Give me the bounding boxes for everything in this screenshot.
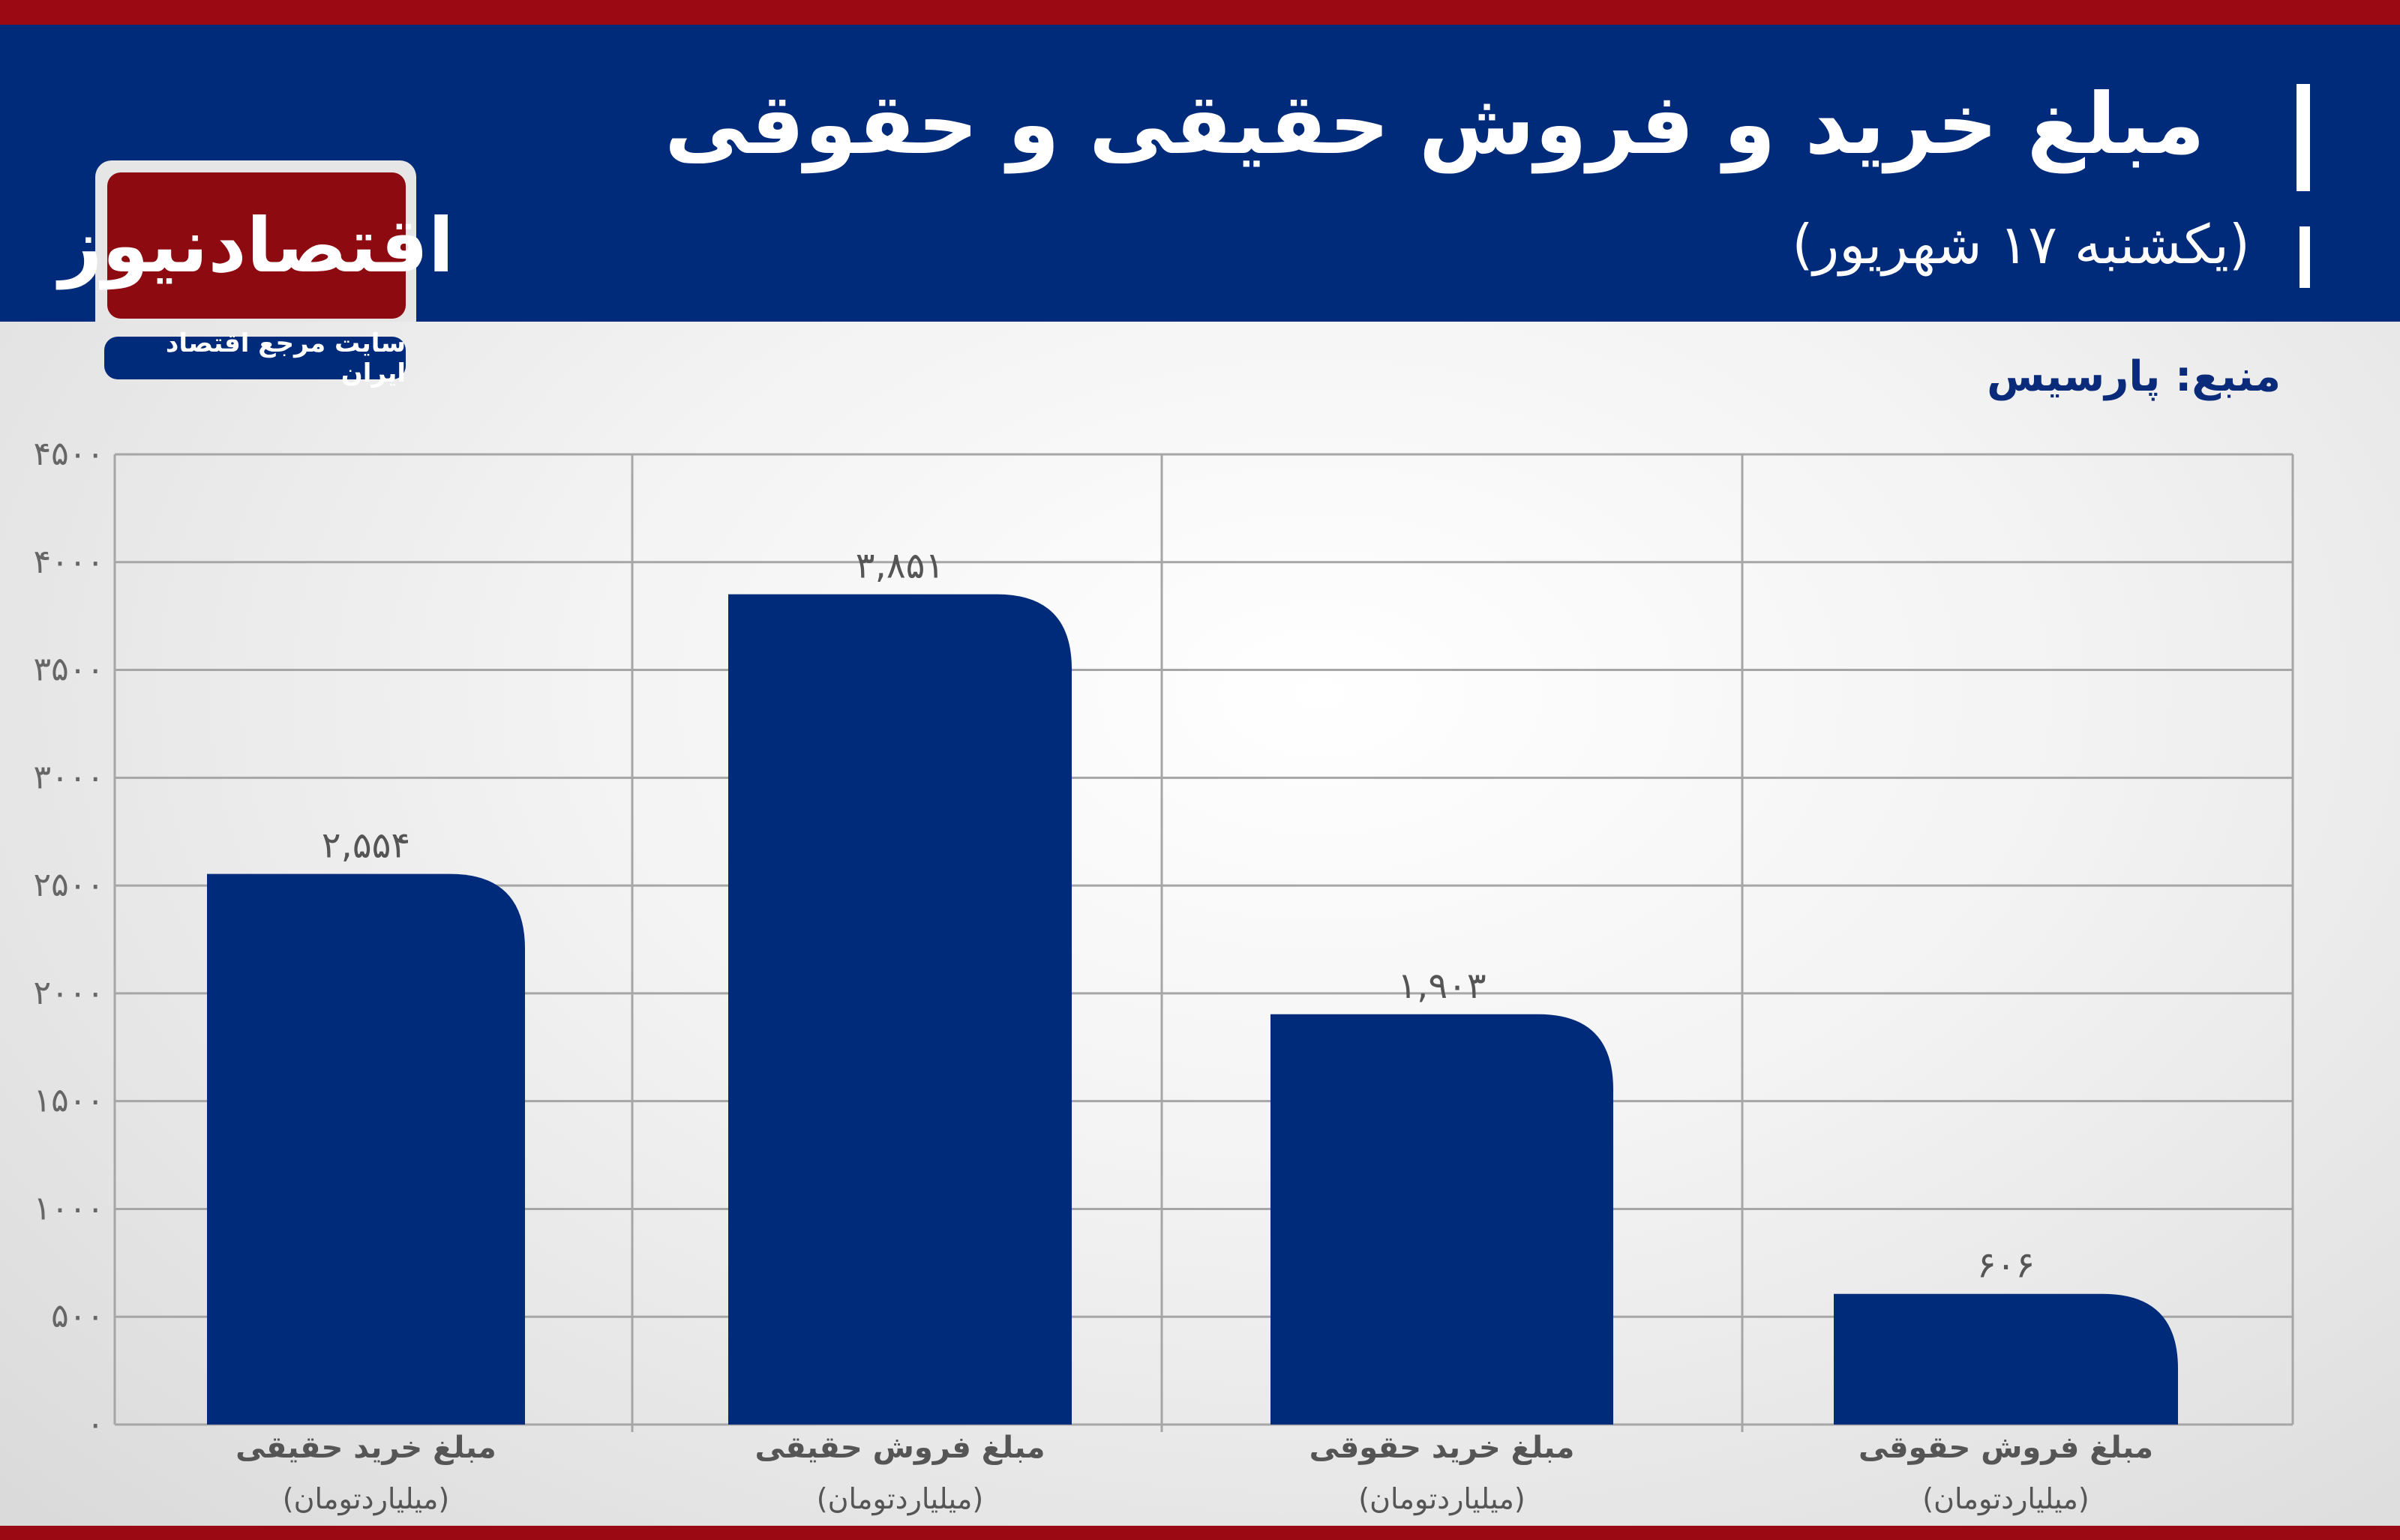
bar [207,873,525,1425]
y-tick-label: ۱۰۰۰ [33,1189,104,1227]
bar-value-label: ۳,۸۵۱ [856,545,944,587]
y-tick-label: ۴۰۰۰ [33,543,104,581]
top-accent-bar [0,0,2400,25]
bar [1270,1014,1613,1425]
category-label: مبلغ فروش حقوقی [1858,1431,2153,1465]
category-unit-label: (میلیاردتومان) [817,1482,983,1516]
subtitle-divider [2300,226,2310,288]
category-unit-label: (میلیاردتومان) [1922,1482,2089,1516]
category-unit-label: (میلیاردتومان) [1358,1482,1525,1516]
y-tick-label: ۳۰۰۰ [33,758,104,796]
category-label: مبلغ خرید حقوقی [1310,1431,1575,1465]
y-tick-label: ۲۰۰۰ [33,974,104,1012]
bar-value-label: ۲,۵۵۴ [322,825,410,867]
category-label: مبلغ خرید حقیقی [236,1431,496,1465]
category-unit-label: (میلیاردتومان) [283,1482,449,1516]
bar-value-label: ۶۰۶ [1977,1245,2035,1287]
y-tick-label: ۲۵۰۰ [33,866,104,904]
y-tick-label: ۰ [86,1405,104,1443]
y-tick-label: ۱۵۰۰ [33,1082,104,1120]
title-divider [2296,84,2310,191]
source-label: منبع: پارسیس [1987,352,2281,401]
y-tick-label: ۵۰۰ [51,1297,104,1335]
chart-title: مبلغ خرید و فروش حقیقی و حقوقی [664,76,2205,173]
y-tick-label: ۴۵۰۰ [33,435,104,473]
bar [728,594,1072,1425]
chart-subtitle: (یکشنبه ۱۷ شهریور) [1792,213,2250,276]
bar-value-label: ۱,۹۰۳ [1397,965,1486,1007]
category-label: مبلغ فروش حقیقی [755,1431,1046,1465]
bar [1834,1293,2178,1425]
y-tick-label: ۳۵۰۰ [33,651,104,689]
logo-wordmark: اقتصادنیوز [59,172,454,319]
bottom-accent-bar [0,1526,2400,1540]
